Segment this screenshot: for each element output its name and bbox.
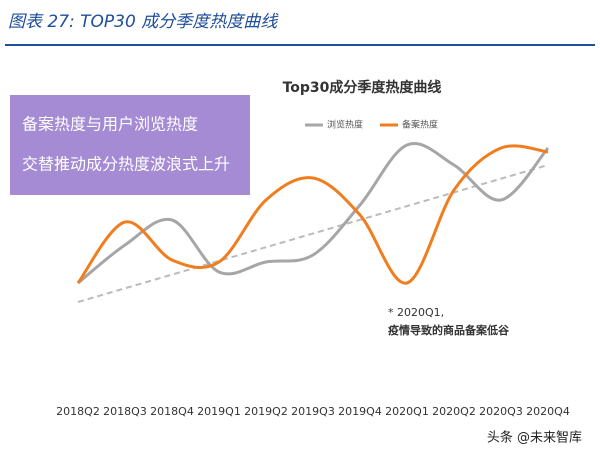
legend-label: 备案热度 <box>402 119 438 131</box>
x-tick-label: 2019Q4 <box>338 405 382 418</box>
x-tick-label: 2019Q3 <box>291 405 335 418</box>
x-tick-label: 2019Q1 <box>197 405 241 418</box>
figure-title: 图表 27: TOP30 成分季度热度曲线 <box>8 12 279 32</box>
annotation: 疫情导致的商品备案低谷 <box>388 323 510 337</box>
callout-text: 交替推动成分热度波浪式上升 <box>22 155 230 174</box>
annotation: * 2020Q1, <box>388 306 444 319</box>
x-tick-label: 2020Q2 <box>432 405 476 418</box>
x-tick-label: 2018Q4 <box>150 405 194 418</box>
footer: 头条 @未来智库 <box>487 430 582 446</box>
x-tick-label: 2018Q3 <box>103 405 147 418</box>
callout-text: 备案热度与用户浏览热度 <box>22 115 198 134</box>
legend-label: 浏览热度 <box>327 119 363 131</box>
x-tick-label: 2018Q2 <box>56 405 100 418</box>
series-line <box>76 144 549 285</box>
trend-line <box>77 164 549 303</box>
series-line <box>77 142 550 285</box>
x-tick-label: 2020Q4 <box>526 405 570 418</box>
x-tick-label: 2020Q1 <box>385 405 429 418</box>
x-tick-label: 2019Q2 <box>244 405 288 418</box>
callout-box <box>10 95 250 195</box>
x-tick-label: 2020Q3 <box>479 405 523 418</box>
chart-title: Top30成分季度热度曲线 <box>283 79 442 96</box>
